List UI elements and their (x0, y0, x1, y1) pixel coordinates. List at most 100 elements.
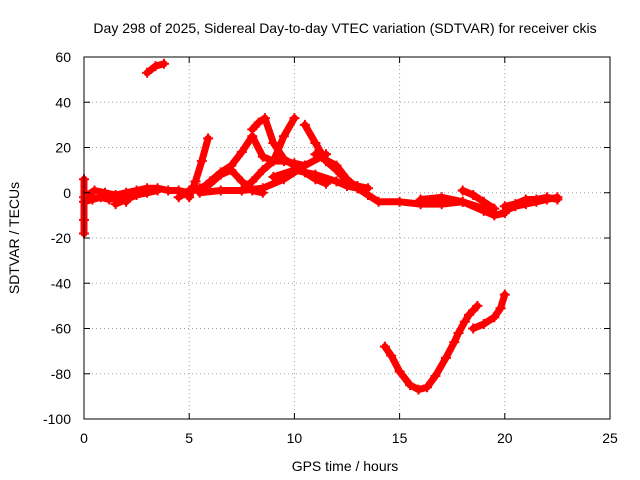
data-point (247, 176, 258, 187)
data-point (436, 192, 447, 203)
y-tick-label: -60 (51, 321, 71, 337)
data-point (253, 117, 264, 128)
data-point (205, 176, 216, 187)
y-tick-label: 40 (55, 94, 71, 110)
series-line (185, 134, 212, 201)
series-sat-q (499, 192, 563, 212)
data-point (268, 138, 279, 148)
chart-title: Day 298 of 2025, Sidereal Day-to-day VTE… (93, 20, 596, 36)
data-point (331, 160, 342, 171)
data-point (131, 190, 142, 200)
data-point (215, 185, 226, 196)
x-tick-label: 15 (392, 430, 408, 446)
series-layer (79, 58, 563, 395)
data-point (430, 371, 441, 381)
data-point (499, 201, 510, 212)
series-sat-o (457, 185, 500, 214)
data-point (236, 185, 247, 196)
data-point (89, 185, 100, 196)
data-point (379, 341, 390, 352)
data-point (87, 194, 98, 205)
data-point (268, 156, 279, 167)
data-point (95, 192, 106, 203)
data-point (510, 199, 521, 210)
series-line (381, 329, 462, 394)
data-point (257, 165, 268, 176)
x-tick-label: 0 (80, 430, 88, 446)
data-point (226, 160, 237, 171)
data-point (541, 192, 552, 203)
data-point (278, 131, 289, 142)
data-point (278, 153, 289, 164)
data-point (190, 176, 201, 187)
x-tick-label: 10 (287, 430, 303, 446)
y-tick-labels: -100 -80 -60 -40 -20 0 20 40 60 (43, 49, 71, 427)
data-point (150, 61, 161, 72)
series-sat-r (379, 328, 464, 395)
y-tick-label: 0 (63, 185, 71, 201)
data-point (552, 194, 563, 205)
data-point (163, 185, 174, 196)
data-point (289, 165, 300, 176)
y-tick-label: -80 (51, 366, 71, 382)
data-point (453, 328, 464, 338)
data-point (257, 151, 268, 162)
y-axis-label: SDTVAR / TECUs (6, 182, 22, 294)
data-point (299, 119, 310, 130)
data-point (531, 194, 542, 205)
y-tick-label: -20 (51, 230, 71, 246)
data-point (478, 205, 489, 216)
y-tick-label: -40 (51, 275, 71, 291)
series-line (238, 114, 298, 194)
series-sat-s (453, 300, 483, 338)
data-point (472, 300, 483, 311)
data-point (468, 190, 479, 200)
data-point (142, 187, 153, 198)
data-point (236, 147, 247, 157)
series-sat-t (468, 289, 510, 334)
data-point (196, 156, 207, 167)
data-point (520, 194, 531, 205)
data-point (363, 190, 373, 200)
x-tick-label: 25 (602, 430, 618, 446)
series-line (459, 187, 498, 213)
data-point (310, 138, 321, 148)
data-point (394, 196, 405, 207)
data-point (342, 174, 352, 185)
data-point (478, 319, 489, 329)
x-tick-label: 5 (185, 430, 193, 446)
data-point (499, 289, 510, 300)
data-point (236, 176, 247, 187)
data-point (331, 176, 342, 187)
data-point (468, 323, 479, 334)
data-point (415, 194, 426, 205)
data-point (440, 352, 451, 363)
data-point (373, 196, 384, 207)
y-tick-label: 60 (55, 49, 71, 65)
series-sat-i (236, 113, 300, 196)
data-point (457, 185, 468, 196)
data-point (457, 196, 468, 207)
data-point (215, 167, 226, 178)
data-point (173, 192, 184, 203)
data-point (247, 124, 258, 135)
data-point (352, 183, 363, 194)
data-point (268, 171, 279, 182)
series-sat-f (184, 133, 214, 203)
data-point (152, 185, 163, 196)
series-sat-c (110, 185, 163, 210)
data-point (184, 192, 195, 203)
series-sat-d (142, 58, 169, 78)
data-point (449, 337, 460, 348)
data-point (310, 169, 321, 180)
data-point (422, 382, 432, 393)
data-point (289, 113, 300, 124)
data-point (310, 149, 321, 160)
series-sat-n (415, 192, 510, 221)
data-point (259, 113, 270, 124)
data-point (413, 384, 424, 395)
y-tick-label: 20 (55, 140, 71, 156)
data-point (194, 185, 205, 196)
data-point (386, 350, 397, 361)
